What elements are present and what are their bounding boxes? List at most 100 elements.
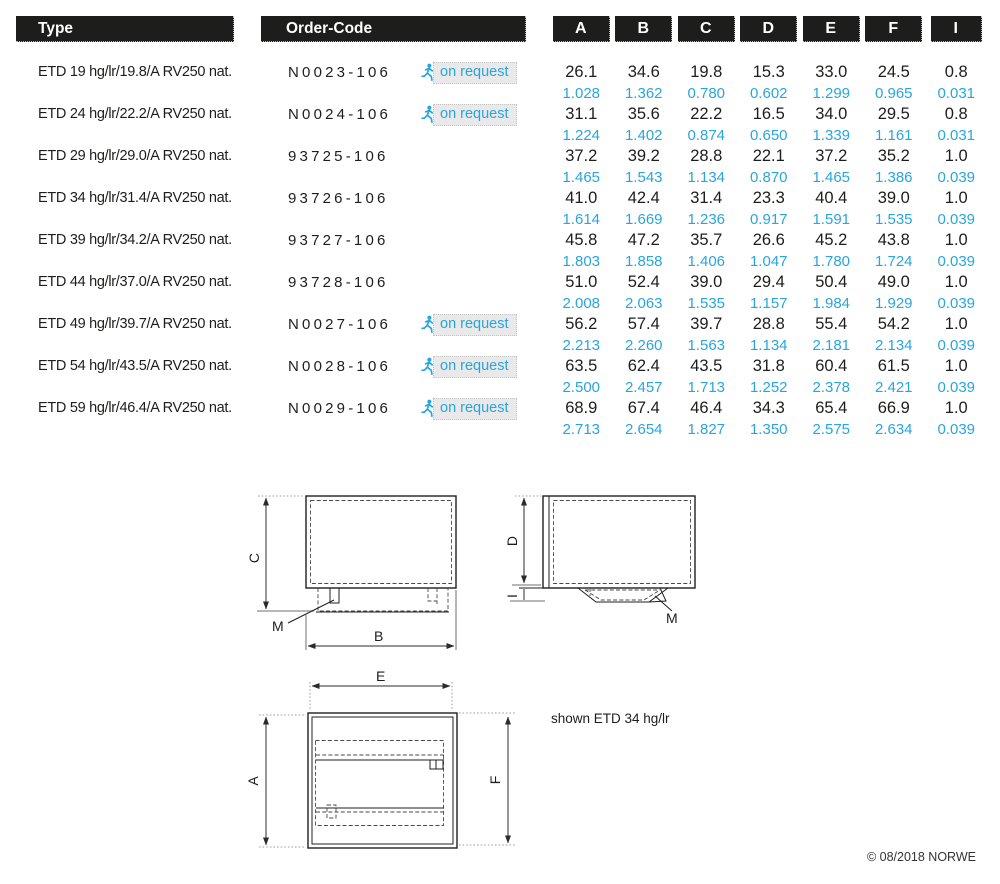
badge-cell: on request (421, 61, 550, 84)
type-cell: ETD 54 hg/lr/43.5/A RV250 nat. (38, 358, 232, 374)
side-view-2-drawing: D I M (504, 495, 696, 626)
dim-inch-value: 2.421 (874, 379, 913, 396)
dim-inch-value: 2.634 (874, 421, 913, 438)
dim-label-e: E (376, 668, 385, 684)
dim-inch-value: 0.031 (937, 85, 976, 102)
dim-mm-value: 39.0 (690, 273, 723, 291)
dim-mm-value: 43.8 (877, 231, 910, 249)
dim-inch-value: 1.028 (562, 85, 601, 102)
dim-mm-value: 37.2 (565, 147, 598, 165)
on-request-badge[interactable]: on request (433, 103, 517, 126)
dim-mm-value: 31.4 (690, 189, 723, 207)
dim-inch-value: 0.039 (937, 169, 976, 186)
dim-inch-value: 1.465 (562, 169, 601, 186)
on-request-badge[interactable]: on request (433, 355, 517, 378)
dim-inch-value: 1.134 (687, 169, 726, 186)
dim-inch-value: 0.039 (937, 379, 976, 396)
table-row: ETD 24 hg/lr/22.2/A RV250 nat. N0024-106 o… (0, 103, 1000, 146)
dim-mm-value: 29.5 (877, 105, 910, 123)
badge-cell: on request (421, 355, 550, 378)
dim-mm-value: 33.0 (815, 63, 848, 81)
dim-label-f: F (487, 776, 503, 785)
order-code-cell: 93725-106 (288, 148, 389, 165)
dim-inch-value: 1.535 (687, 295, 726, 312)
on-request-badge[interactable]: on request (433, 397, 517, 420)
order-code-cell: 93727-106 (288, 232, 389, 249)
dim-inch-value: 0.917 (749, 211, 788, 228)
dim-inch-value: 1.362 (624, 85, 663, 102)
order-code-column-header: Order-Code (261, 16, 526, 42)
dim-column-header-b: B (615, 16, 673, 42)
dim-mm-value: 56.2 (565, 315, 598, 333)
dim-inch-value: 0.874 (687, 127, 726, 144)
dim-inch-value: 0.039 (937, 421, 976, 438)
dim-inch-value: 1.350 (749, 421, 788, 438)
dim-inch-value: 2.260 (624, 337, 663, 354)
type-cell: ETD 49 hg/lr/39.7/A RV250 nat. (38, 316, 232, 332)
dim-mm-value: 34.3 (752, 399, 785, 417)
dim-mm-value: 1.0 (944, 189, 968, 207)
front-view-drawing: E A F (245, 668, 515, 849)
dim-inch-value: 2.575 (812, 421, 851, 438)
on-request-badge[interactable]: on request (433, 313, 517, 336)
dim-inch-value: 1.614 (562, 211, 601, 228)
dim-inch-value: 0.031 (937, 127, 976, 144)
dim-inch-value: 1.535 (874, 211, 913, 228)
dim-inch-value: 1.236 (687, 211, 726, 228)
runner-icon (421, 105, 434, 124)
dim-mm-value: 49.0 (877, 273, 910, 291)
dim-mm-value: 39.2 (627, 147, 660, 165)
dim-mm-value: 55.4 (815, 315, 848, 333)
dim-mm-value: 45.8 (565, 231, 598, 249)
dim-mm-value: 35.2 (877, 147, 910, 165)
dim-mm-value: 1.0 (944, 357, 968, 375)
dim-inch-value: 2.008 (562, 295, 601, 312)
type-column-header: Type (16, 16, 234, 42)
dim-mm-value: 28.8 (690, 147, 723, 165)
dim-inch-value: 1.402 (624, 127, 663, 144)
copyright-notice: © 08/2018 NORWE (866, 850, 976, 864)
dim-inch-value: 1.929 (874, 295, 913, 312)
dim-inch-value: 1.161 (874, 127, 913, 144)
type-cell: ETD 44 hg/lr/37.0/A RV250 nat. (38, 274, 232, 290)
runner-icon (421, 399, 434, 418)
dim-label-i: I (504, 594, 520, 598)
dim-mm-value: 51.0 (565, 273, 598, 291)
dim-mm-value: 31.8 (752, 357, 785, 375)
dim-inch-value: 0.039 (937, 211, 976, 228)
dim-mm-value: 37.2 (815, 147, 848, 165)
dim-inch-value: 0.039 (937, 253, 976, 270)
dim-mm-value: 54.2 (877, 315, 910, 333)
dim-mm-value: 1.0 (944, 147, 968, 165)
on-request-badge[interactable]: on request (433, 61, 517, 84)
dim-mm-value: 35.6 (627, 105, 660, 123)
dim-mm-value: 46.4 (690, 399, 723, 417)
dim-mm-value: 1.0 (944, 273, 968, 291)
dim-mm-value: 66.9 (877, 399, 910, 417)
order-code-cell: N0028-106 (288, 358, 392, 375)
dim-inch-value: 1.713 (687, 379, 726, 396)
dim-inch-value: 1.827 (687, 421, 726, 438)
dim-inch-value: 0.602 (749, 85, 788, 102)
dim-inch-value: 2.457 (624, 379, 663, 396)
dim-inch-value: 2.713 (562, 421, 601, 438)
dim-inch-value: 1.406 (687, 253, 726, 270)
dim-mm-value: 0.8 (944, 105, 968, 123)
dim-inch-value: 2.378 (812, 379, 851, 396)
order-code-cell: 93728-106 (288, 274, 389, 291)
table-row: ETD 54 hg/lr/43.5/A RV250 nat. N0028-106 o… (0, 355, 1000, 398)
table-row: ETD 39 hg/lr/34.2/A RV250 nat. 93727-106 4… (0, 230, 1000, 272)
dim-mm-value: 1.0 (944, 315, 968, 333)
dim-mm-value: 23.3 (752, 189, 785, 207)
order-code-cell: 93726-106 (288, 190, 389, 207)
dim-mm-value: 50.4 (815, 273, 848, 291)
dim-inch-value: 1.669 (624, 211, 663, 228)
dim-mm-value: 28.8 (752, 315, 785, 333)
badge-cell (421, 188, 550, 209)
dim-inch-value: 1.339 (812, 127, 851, 144)
dim-mm-value: 22.2 (690, 105, 723, 123)
dim-inch-value: 1.386 (874, 169, 913, 186)
dim-inch-value: 1.465 (812, 169, 851, 186)
dim-inch-value: 2.181 (812, 337, 851, 354)
badge-cell: on request (421, 313, 550, 336)
